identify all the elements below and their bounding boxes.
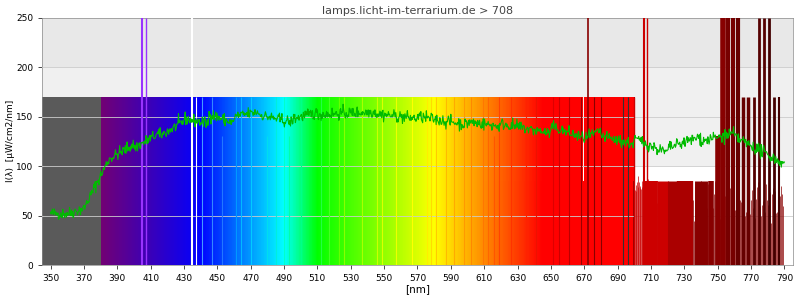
Title: lamps.licht-im-terrarium.de > 708: lamps.licht-im-terrarium.de > 708 bbox=[322, 6, 513, 16]
X-axis label: [nm]: [nm] bbox=[405, 284, 430, 294]
Y-axis label: I(λ)  [μW/cm2/nm]: I(λ) [μW/cm2/nm] bbox=[6, 100, 14, 182]
